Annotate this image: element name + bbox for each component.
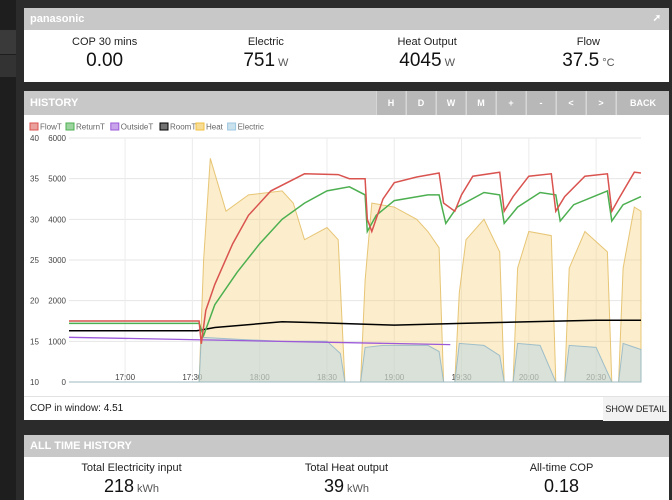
history-header: HISTORY H D W M + - < > BACK xyxy=(24,91,669,115)
legend-label: OutsideT xyxy=(121,123,154,132)
y-right-tick-label: 4000 xyxy=(48,215,66,224)
y-right-tick-label: 0 xyxy=(62,378,67,385)
stat-label: Total Electricity input xyxy=(81,462,182,474)
expand-icon[interactable]: ➚ xyxy=(652,13,661,24)
x-tick-label: 17:30 xyxy=(182,373,203,382)
stat-label: All-time COP xyxy=(529,462,594,474)
history-chart-svg[interactable]: 10 15 20 25 30 35 40 0 1000 2000 3000 4000 5000 6000 1… xyxy=(24,115,669,387)
y-right-tick-label: 5000 xyxy=(48,175,66,184)
stat-unit: W xyxy=(278,57,289,69)
stat-number: 4045 xyxy=(399,50,442,71)
zoom-out-button[interactable]: - xyxy=(526,91,555,115)
stat-value: 39 kWh xyxy=(239,476,454,497)
series-outsidet xyxy=(68,336,451,346)
stat-number: 218 xyxy=(103,476,135,496)
hour-button[interactable]: H xyxy=(376,91,405,115)
show-detail-button[interactable]: SHOW DETAIL xyxy=(603,397,669,421)
history-title: HISTORY xyxy=(30,97,79,109)
week-button[interactable]: W xyxy=(436,91,465,115)
panel-header: panasonic ➚ xyxy=(24,8,669,30)
y-left-tick-label: 20 xyxy=(30,297,39,306)
stat-electric: Electric 751 W xyxy=(185,30,346,82)
legend-swatch xyxy=(227,122,237,131)
y-left-tick-label: 25 xyxy=(30,256,39,265)
sidebar-tab[interactable] xyxy=(0,30,16,54)
history-chart[interactable]: 10 15 20 25 30 35 40 0 1000 2000 3000 4000 5000 6000 1… xyxy=(24,115,669,387)
y-left-tick-label: 10 xyxy=(30,378,39,385)
live-stats-row: COP 30 mins 0.00 Electric 751 W Heat Outp… xyxy=(24,30,669,82)
all-time-title: ALL TIME HISTORY xyxy=(30,440,132,452)
all-time-stats-row: Total Electricity input 218 kWh Total Hea… xyxy=(24,457,669,500)
series-returnt xyxy=(69,186,642,338)
series-heat xyxy=(69,158,642,383)
stat-all-time-cop: All-time COP 0.18 xyxy=(454,457,669,500)
legend-swatch xyxy=(195,122,205,131)
stat-number: 751 xyxy=(243,50,276,71)
left-sidebar-strip xyxy=(0,0,16,500)
y-right-tick-label: 3000 xyxy=(48,256,66,265)
zoom-in-button[interactable]: + xyxy=(496,91,525,115)
panel-title: panasonic xyxy=(30,13,85,25)
y-left-tick-label: 15 xyxy=(30,337,39,346)
history-panel: HISTORY H D W M + - < > BACK 10 15 20 25 30 3… xyxy=(24,91,669,421)
cop-window-label: COP in window: xyxy=(30,403,101,414)
stat-number: 0.18 xyxy=(543,476,580,496)
stat-unit: kWh xyxy=(347,483,370,495)
legend-swatch xyxy=(159,122,169,131)
cop-in-window: COP in window: 4.51 xyxy=(30,397,123,421)
legend-label: ReturnT xyxy=(76,123,105,132)
series-flowt xyxy=(69,171,642,344)
stat-value: 37.5 °C xyxy=(508,50,669,72)
stat-value: 0.18 xyxy=(454,476,669,497)
stat-label: Electric xyxy=(247,36,284,48)
legend-label: FlowT xyxy=(40,123,62,132)
stat-total-electricity: Total Electricity input 218 kWh xyxy=(24,457,239,500)
stat-unit: °C xyxy=(602,57,615,69)
series-roomt xyxy=(69,319,641,332)
stat-value: 218 kWh xyxy=(24,476,239,497)
back-button[interactable]: BACK xyxy=(616,91,669,115)
pan-right-button[interactable]: > xyxy=(586,91,615,115)
stat-label: Total Heat output xyxy=(304,462,389,474)
y-left-tick-label: 35 xyxy=(30,175,39,184)
stat-number: 37.5 xyxy=(562,50,600,71)
y-right-tick-label: 1000 xyxy=(48,337,66,346)
legend-swatch xyxy=(65,122,75,131)
sidebar-tab[interactable] xyxy=(0,55,16,77)
live-stats-panel: panasonic ➚ COP 30 mins 0.00 Electric 75… xyxy=(24,8,669,82)
stat-flow: Flow 37.5 °C xyxy=(508,30,669,82)
history-footer: COP in window: 4.51 SHOW DETAIL xyxy=(24,396,669,421)
legend-swatch xyxy=(110,122,120,131)
legend-label: RoomT xyxy=(170,123,196,132)
pan-left-button[interactable]: < xyxy=(556,91,585,115)
legend-swatch xyxy=(29,122,39,131)
stat-number: 0.00 xyxy=(86,50,124,71)
all-time-header: ALL TIME HISTORY xyxy=(24,435,669,457)
stat-number: 39 xyxy=(323,476,345,496)
y-right-tick-label: 6000 xyxy=(48,134,66,143)
y-right-tick-label: 2000 xyxy=(48,297,66,306)
all-time-panel: ALL TIME HISTORY Total Electricity input… xyxy=(24,435,669,500)
legend-label: Electric xyxy=(238,123,264,132)
stat-label: Flow xyxy=(576,36,600,48)
stat-unit: kWh xyxy=(137,483,160,495)
month-button[interactable]: M xyxy=(466,91,495,115)
day-button[interactable]: D xyxy=(406,91,435,115)
stat-value: 0.00 xyxy=(24,50,185,72)
stat-cop: COP 30 mins 0.00 xyxy=(24,30,185,82)
stat-heat-output: Heat Output 4045 W xyxy=(347,30,508,82)
cop-window-value: 4.51 xyxy=(103,403,124,414)
y-left-tick-label: 30 xyxy=(30,215,39,224)
y-left-tick-label: 40 xyxy=(30,134,39,143)
stat-value: 751 W xyxy=(185,50,346,72)
stat-total-heat: Total Heat output 39 kWh xyxy=(239,457,454,500)
stat-unit: W xyxy=(444,57,455,69)
legend-label: Heat xyxy=(206,123,224,132)
x-tick-label: 17:00 xyxy=(115,373,136,382)
series-electric xyxy=(69,336,642,383)
stat-label: Heat Output xyxy=(397,36,457,48)
stat-label: COP 30 mins xyxy=(72,36,138,48)
stat-value: 4045 W xyxy=(347,50,508,72)
